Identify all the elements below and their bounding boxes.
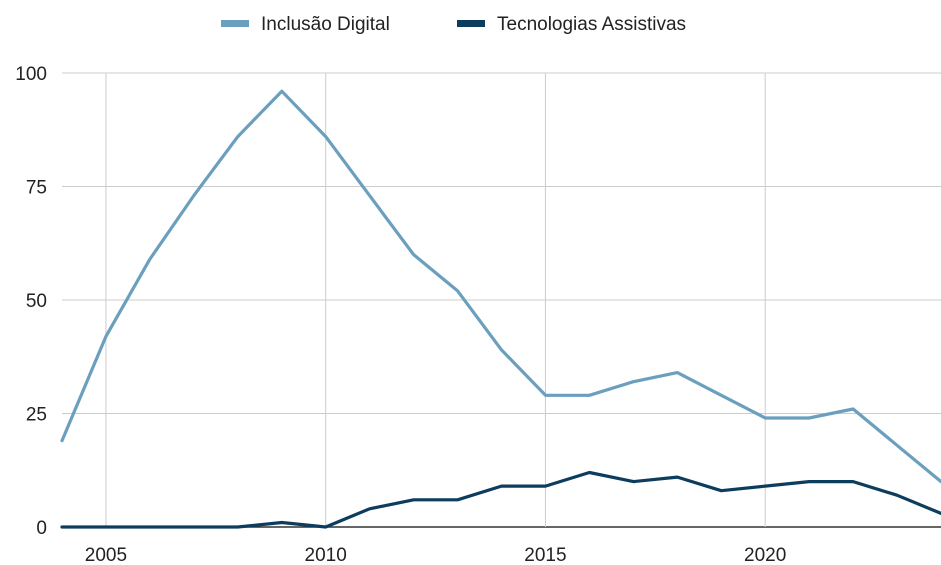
y-tick-label-0: 0	[36, 518, 47, 539]
legend-label-tecnologias-assistivas: Tecnologias Assistivas	[497, 14, 686, 35]
series-lines	[60, 89, 941, 529]
y-tick-label-75: 75	[26, 178, 47, 199]
gridlines	[62, 72, 941, 528]
x-tick-label-2010: 2010	[305, 545, 347, 565]
legend-swatch-inclusao-digital	[221, 20, 249, 27]
series-line-tecnologias-assistivas[interactable]	[60, 470, 941, 529]
legend-item-tecnologias-assistivas[interactable]: Tecnologias Assistivas	[457, 14, 686, 35]
y-tick-label-25: 25	[26, 405, 47, 426]
x-tick-label-2005: 2005	[85, 545, 127, 565]
legend: Inclusão Digital Tecnologias Assistivas	[221, 14, 686, 35]
legend-swatch-tecnologias-assistivas	[457, 20, 485, 27]
series-line-inclusao-digital[interactable]	[60, 89, 941, 484]
legend-item-inclusao-digital[interactable]: Inclusão Digital	[221, 14, 390, 35]
x-tick-label-2015: 2015	[524, 545, 566, 565]
y-tick-label-50: 50	[26, 291, 47, 312]
axis-tick-labels: 0 25 50 75 100 2005 2010 2015 2020	[15, 64, 786, 565]
legend-label-inclusao-digital: Inclusão Digital	[261, 14, 390, 35]
x-tick-label-2020: 2020	[744, 545, 786, 565]
y-tick-label-100: 100	[15, 64, 47, 85]
